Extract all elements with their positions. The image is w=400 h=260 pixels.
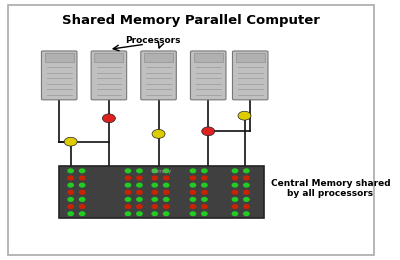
Circle shape: [80, 190, 85, 194]
Circle shape: [68, 176, 73, 180]
Circle shape: [244, 205, 249, 209]
Circle shape: [125, 176, 131, 180]
Circle shape: [190, 176, 196, 180]
Circle shape: [202, 212, 207, 216]
FancyBboxPatch shape: [190, 51, 226, 100]
Circle shape: [137, 190, 142, 194]
Circle shape: [232, 169, 238, 173]
Circle shape: [244, 183, 249, 187]
Circle shape: [80, 176, 85, 180]
Circle shape: [202, 183, 207, 187]
Circle shape: [64, 137, 77, 146]
Circle shape: [80, 212, 85, 216]
Circle shape: [152, 129, 165, 138]
Circle shape: [68, 183, 73, 187]
Circle shape: [238, 111, 251, 120]
Circle shape: [190, 198, 196, 201]
Circle shape: [244, 198, 249, 201]
Circle shape: [102, 114, 115, 123]
Circle shape: [202, 176, 207, 180]
Circle shape: [190, 212, 196, 216]
Circle shape: [152, 198, 157, 201]
Circle shape: [232, 205, 238, 209]
Circle shape: [125, 212, 131, 216]
Circle shape: [68, 198, 73, 201]
Circle shape: [152, 169, 157, 173]
Circle shape: [125, 205, 131, 209]
Circle shape: [68, 212, 73, 216]
Bar: [236, 53, 265, 62]
Circle shape: [164, 176, 169, 180]
Circle shape: [244, 212, 249, 216]
Circle shape: [137, 169, 142, 173]
Bar: [194, 53, 223, 62]
Circle shape: [68, 169, 73, 173]
Circle shape: [232, 183, 238, 187]
Circle shape: [125, 183, 131, 187]
Bar: [144, 53, 173, 62]
Circle shape: [190, 183, 196, 187]
Circle shape: [190, 205, 196, 209]
Circle shape: [80, 169, 85, 173]
FancyBboxPatch shape: [91, 51, 127, 100]
Circle shape: [244, 169, 249, 173]
Circle shape: [164, 212, 169, 216]
Circle shape: [202, 127, 215, 136]
Circle shape: [80, 205, 85, 209]
FancyBboxPatch shape: [232, 51, 268, 100]
Bar: [45, 53, 74, 62]
Circle shape: [68, 205, 73, 209]
Text: Memory: Memory: [151, 168, 172, 174]
Circle shape: [164, 190, 169, 194]
Bar: [59, 166, 264, 218]
Circle shape: [232, 190, 238, 194]
Circle shape: [202, 190, 207, 194]
Circle shape: [137, 176, 142, 180]
Circle shape: [190, 190, 196, 194]
FancyBboxPatch shape: [42, 51, 77, 100]
Text: Shared Memory Parallel Computer: Shared Memory Parallel Computer: [62, 14, 320, 27]
Circle shape: [164, 169, 169, 173]
Circle shape: [152, 183, 157, 187]
Circle shape: [202, 205, 207, 209]
Text: Processors: Processors: [125, 36, 180, 45]
Circle shape: [232, 198, 238, 201]
Bar: [94, 53, 124, 62]
Circle shape: [164, 205, 169, 209]
FancyBboxPatch shape: [141, 51, 176, 100]
Circle shape: [152, 212, 157, 216]
Circle shape: [137, 198, 142, 201]
Circle shape: [164, 183, 169, 187]
Circle shape: [190, 169, 196, 173]
Circle shape: [232, 212, 238, 216]
Circle shape: [164, 198, 169, 201]
Circle shape: [80, 198, 85, 201]
Circle shape: [202, 198, 207, 201]
Circle shape: [244, 176, 249, 180]
Circle shape: [232, 176, 238, 180]
Circle shape: [125, 198, 131, 201]
Circle shape: [68, 190, 73, 194]
Circle shape: [125, 190, 131, 194]
Circle shape: [137, 212, 142, 216]
Circle shape: [137, 205, 142, 209]
Circle shape: [80, 183, 85, 187]
Circle shape: [152, 205, 157, 209]
Text: Central Memory shared
by all processors: Central Memory shared by all processors: [271, 179, 390, 198]
Circle shape: [202, 169, 207, 173]
Circle shape: [152, 176, 157, 180]
Circle shape: [125, 169, 131, 173]
Circle shape: [244, 190, 249, 194]
Circle shape: [152, 190, 157, 194]
Circle shape: [137, 183, 142, 187]
